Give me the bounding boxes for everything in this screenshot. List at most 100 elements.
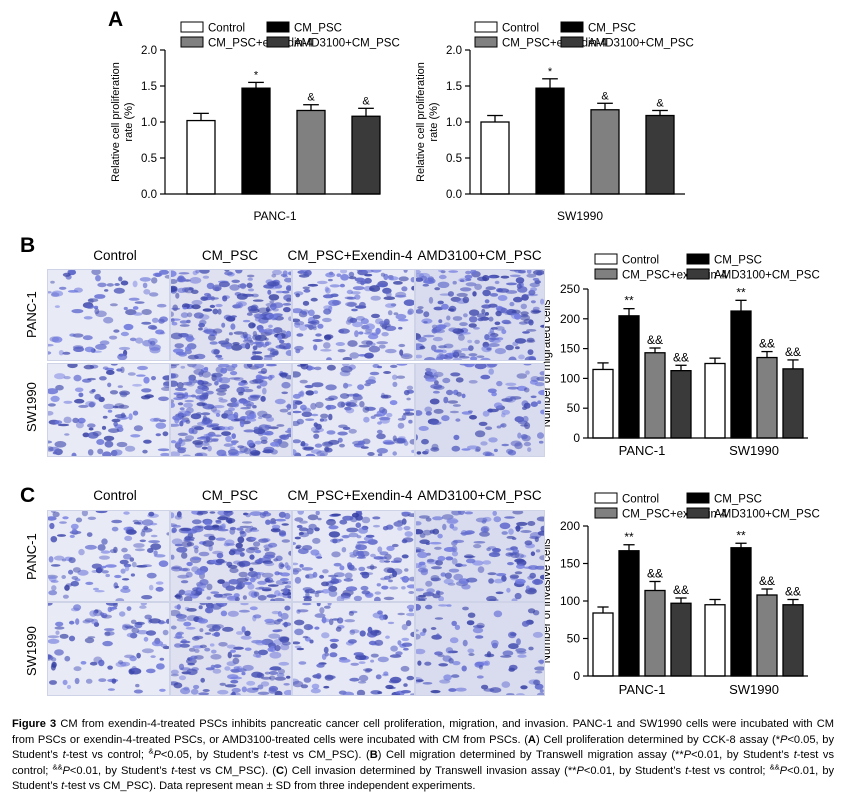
legend-label: CM_PSC+exendin-4 (622, 509, 728, 521)
y-tick-label: 1.0 (141, 117, 157, 129)
y-tick-label: 150 (560, 557, 580, 571)
caption-text: -test vs control; (12, 749, 835, 777)
y-axis-label: Relative cell proliferationrate (%) (415, 62, 440, 182)
caption-text: <0.01, by Student’s (69, 764, 172, 777)
y-tick-label: 1.5 (446, 81, 462, 93)
row-header-panc1: PANC-1 (24, 533, 39, 580)
legend-swatch (686, 507, 710, 519)
bar (730, 310, 752, 439)
caption-ref-a: A (527, 733, 536, 746)
caption-t: t (793, 749, 797, 762)
column-header-cm-psc: CM_PSC (201, 248, 259, 263)
significance-mark: * (254, 69, 259, 81)
caption-p: P (153, 749, 161, 762)
significance-mark: && (647, 567, 663, 581)
significance-mark: && (673, 583, 689, 597)
micrograph-image (415, 269, 545, 361)
legend-swatch (686, 268, 710, 280)
legend-swatch (594, 492, 618, 504)
micrograph-image (170, 510, 292, 602)
micrograph-image (292, 602, 415, 696)
y-tick-label: 1.5 (141, 81, 157, 93)
micrograph-image (170, 269, 292, 361)
caption-sup: && (769, 762, 780, 772)
caption-text: -test vs CM_PSC). Data represent mean ± … (64, 780, 476, 793)
legend-swatch (266, 21, 290, 33)
legend-label: Control (502, 23, 539, 35)
significance-mark: && (785, 585, 801, 599)
caption-text: <0.05, by Student’s (12, 733, 834, 762)
x-axis-label: PANC-1 (253, 209, 296, 223)
micrograph-image (415, 510, 545, 602)
legend-label: AMD3100+CM_PSC (294, 38, 400, 50)
significance-mark: ** (624, 530, 634, 544)
caption-text: ) Cell proliferation determined by CCK-8… (535, 733, 781, 746)
caption-p: P (779, 764, 788, 777)
y-tick-label: 0 (573, 431, 580, 445)
bar (186, 119, 216, 195)
significance-mark: && (647, 333, 663, 347)
x-axis-label: SW1990 (557, 209, 603, 223)
row-header-sw1990: SW1990 (24, 382, 39, 432)
micrograph-image (47, 510, 170, 602)
caption-ref-b: B (369, 749, 378, 762)
significance-mark: ** (736, 285, 746, 299)
legend-label: CM_PSC (714, 255, 762, 267)
caption-label: Figure 3 (12, 718, 57, 730)
bar (535, 87, 565, 195)
caption-text: CM from exendin-4-treated PSCs inhibits … (12, 718, 834, 746)
bar (644, 352, 666, 439)
caption-text: -test vs control; (688, 764, 770, 777)
bar (670, 370, 692, 439)
significance-mark: ** (736, 528, 746, 542)
bar (592, 368, 614, 439)
bar (480, 121, 510, 195)
y-tick-label: 200 (560, 519, 580, 533)
y-tick-label: 0.5 (446, 153, 462, 165)
micrograph-image (47, 602, 170, 696)
bar (756, 356, 778, 439)
micrograph-image (170, 602, 292, 696)
legend-swatch (594, 253, 618, 265)
panel-letter-a: A (108, 8, 124, 31)
bar (704, 362, 726, 439)
panel-letter-c: C (20, 484, 36, 507)
column-header-exendin: CM_PSC+Exendin-4 (287, 488, 413, 503)
significance-mark: * (548, 66, 553, 78)
bar (618, 315, 640, 439)
y-tick-label: 1.0 (446, 117, 462, 129)
legend-swatch (474, 21, 498, 33)
caption-sup: & (148, 746, 154, 756)
column-header-control: Control (93, 248, 137, 263)
legend-swatch (560, 36, 584, 48)
bar (644, 589, 666, 677)
legend-swatch (474, 36, 498, 48)
y-tick-label: 2.0 (446, 45, 462, 57)
caption-t: t (685, 764, 689, 777)
caption-text: <0.01, by Student’s (691, 749, 794, 762)
legend-label: CM_PSC+exendin-4 (622, 270, 728, 282)
row-header-sw1990: SW1990 (24, 626, 39, 676)
bar (296, 109, 326, 195)
caption-p: P (683, 749, 692, 762)
x-category-label: SW1990 (729, 443, 779, 458)
micrograph-image (170, 363, 292, 457)
bar (592, 612, 614, 677)
significance-mark: & (362, 95, 370, 107)
y-tick-label: 2.0 (141, 45, 157, 57)
y-axis-label: Relative cell proliferationrate (%) (110, 62, 135, 182)
column-header-amd3100: AMD3100+CM_PSC (417, 248, 542, 263)
legend-swatch (560, 21, 584, 33)
y-tick-label: 0.5 (141, 153, 157, 165)
caption-text: -test vs CM_PSC). ( (174, 764, 276, 777)
legend-swatch (266, 36, 290, 48)
significance-mark: && (785, 345, 801, 359)
legend-swatch (594, 268, 618, 280)
legend-label: AMD3100+CM_PSC (588, 38, 694, 50)
legend-swatch (686, 492, 710, 504)
charts-layer: 0.0 0.5 1.0 1.5 2.0 Relative cell proliferati… (110, 21, 820, 697)
y-tick-label: 100 (560, 594, 580, 608)
micrograph-image (292, 269, 415, 361)
significance-mark: && (673, 350, 689, 364)
significance-mark: && (759, 337, 775, 351)
